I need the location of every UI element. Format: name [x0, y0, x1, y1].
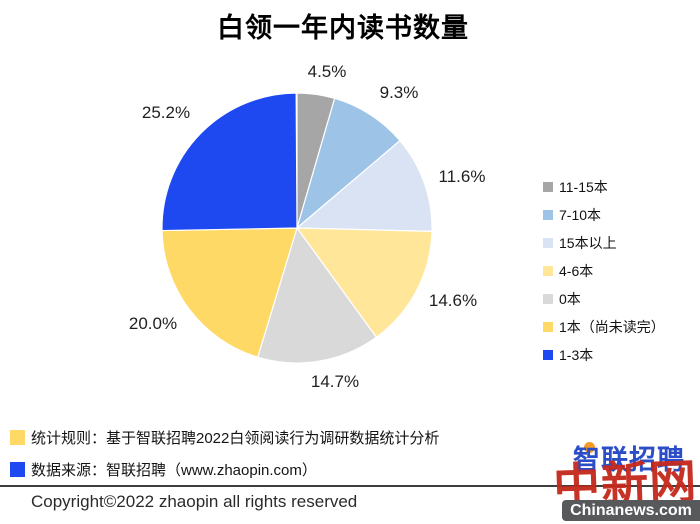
- legend-swatch-icon: [543, 266, 553, 276]
- footnote-source-text: 数据来源：智联招聘（www.zhaopin.com）: [31, 462, 317, 479]
- legend-label: 1-3本: [559, 347, 594, 363]
- footnote-source: 数据来源：智联招聘（www.zhaopin.com）: [10, 459, 317, 480]
- legend-item: 1-3本: [543, 347, 665, 363]
- legend-item: 15本以上: [543, 235, 665, 251]
- legend-item: 11-15本: [543, 179, 665, 195]
- legend-label: 0本: [559, 291, 581, 307]
- legend-swatch-icon: [543, 238, 553, 248]
- footnote-rule-text: 统计规则：基于智联招聘2022白领阅读行为调研数据统计分析: [31, 430, 440, 447]
- legend-item: 1本（尚未读完）: [543, 319, 665, 335]
- pie-percent-label-15plus: 11.6%: [438, 167, 486, 186]
- pie-slice-2: [295, 139, 433, 233]
- pie-slice-3: [295, 227, 433, 339]
- legend-swatch-icon: [543, 294, 553, 304]
- chinanews-badge: Chinanews.com: [562, 500, 700, 521]
- pie-slice-4: [256, 226, 378, 364]
- legend-swatch-icon: [543, 322, 553, 332]
- divider-line: [0, 485, 700, 487]
- legend-label: 1本（尚未读完）: [559, 319, 665, 335]
- pie-slice-5: [161, 227, 298, 358]
- legend-label: 15本以上: [559, 235, 617, 251]
- zhaopin-logo-text: 智联招聘: [573, 445, 685, 475]
- legend-label: 11-15本: [559, 179, 608, 195]
- chart-title: 白领一年内读书数量: [217, 13, 469, 43]
- source-marker-icon: [10, 462, 25, 477]
- pie-percent-label-11-15: 4.5%: [307, 62, 347, 81]
- rule-marker-icon: [10, 430, 25, 445]
- footnote-rule: 统计规则：基于智联招聘2022白领阅读行为调研数据统计分析: [10, 427, 439, 448]
- legend: 11-15本 7-10本 15本以上 4-6本 0本 1本（尚未读完） 1-3本: [543, 179, 665, 376]
- pie-slice-1: [295, 97, 401, 230]
- copyright-text: Copyright©2022 zhaopin all rights reserv…: [31, 492, 358, 511]
- pie-slice-6: [161, 92, 298, 232]
- legend-label: 7-10本: [559, 207, 602, 223]
- zhaopin-logo: 智联招聘: [573, 438, 685, 477]
- legend-item: 4-6本: [543, 263, 665, 279]
- legend-label: 4-6本: [559, 263, 594, 279]
- pie-percent-label-1-3: 25.2%: [141, 103, 191, 122]
- pie-chart: [161, 92, 433, 364]
- legend-item: 7-10本: [543, 207, 665, 223]
- pie-percent-label-4-6: 14.6%: [428, 291, 478, 310]
- legend-item: 0本: [543, 291, 665, 307]
- pie-percent-label-1: 20.0%: [128, 314, 178, 333]
- legend-swatch-icon: [543, 210, 553, 220]
- legend-swatch-icon: [543, 182, 553, 192]
- pie-percent-label-0: 14.7%: [310, 372, 360, 391]
- pie-percent-label-7-10: 9.3%: [379, 83, 419, 102]
- legend-swatch-icon: [543, 350, 553, 360]
